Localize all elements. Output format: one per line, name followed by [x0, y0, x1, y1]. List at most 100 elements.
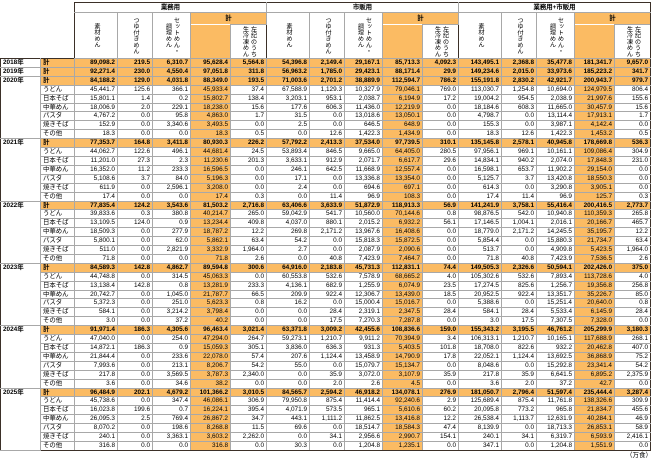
- value-cell: 875.4: [309, 396, 345, 407]
- value-cell: 3.0: [458, 316, 502, 327]
- value-cell: 6,319.7: [536, 432, 575, 442]
- value-cell: 265.0: [230, 209, 267, 220]
- value-cell: 143,495.1: [458, 58, 502, 68]
- value-cell: 63.4: [230, 236, 267, 247]
- table-row: パスタ 5,372.3 0.0 251.0 5,623.3 0.8 16.2 0.0 15,00…: [1, 298, 651, 309]
- value-cell: 16,023.8: [74, 405, 118, 416]
- value-cell: 0.0: [501, 360, 537, 371]
- value-cell: 59,042.9: [266, 209, 310, 220]
- value-cell: 694.6: [344, 182, 383, 193]
- value-cell: 181,050.7: [458, 387, 502, 398]
- value-cell: 0.0: [422, 102, 459, 113]
- value-cell: 30,457.9: [574, 102, 615, 113]
- value-cell: 786.2: [422, 75, 459, 86]
- group-header-row: 業務用 市販用 業務用+市販用: [0, 2, 651, 59]
- value-cell: 277.9: [152, 227, 191, 238]
- value-cell: 0.0: [230, 120, 267, 131]
- value-cell: 75.2: [614, 351, 651, 362]
- value-cell: 0.0: [422, 120, 459, 131]
- value-cell: 3,543.6: [152, 200, 191, 211]
- value-cell: 67,588.9: [266, 84, 310, 95]
- value-cell: 71.8: [74, 253, 118, 264]
- value-cell: 0.0: [266, 378, 310, 389]
- value-cell: 17,913.1: [574, 111, 615, 122]
- value-cell: 142.8: [117, 280, 153, 291]
- value-cell: 0.0: [309, 182, 345, 193]
- value-cell: 74.4: [422, 262, 459, 273]
- value-cell: 13,692.5: [536, 351, 575, 362]
- value-cell: 20,462.8: [574, 343, 615, 353]
- category-label: 焼きそば: [40, 369, 75, 380]
- value-cell: 0.0: [501, 111, 537, 122]
- value-cell: 108,836.6: [382, 325, 423, 336]
- category-label: うどん: [40, 209, 75, 220]
- value-cell: 2.6: [230, 253, 267, 264]
- value-cell: 15,000.4: [344, 298, 383, 309]
- category-label: その他: [40, 129, 75, 140]
- category-label: 計: [40, 66, 75, 77]
- value-cell: 28.4: [422, 307, 459, 318]
- table-row: 2020年計 84,188.2 129.0 4,031.8 88,349.0 193.5 7…: [0, 75, 651, 140]
- value-cell: 2.6: [614, 253, 651, 264]
- value-cell: 240.1: [74, 432, 118, 442]
- value-cell: 4.5: [382, 378, 423, 389]
- value-cell: 542.0: [501, 209, 537, 220]
- value-cell: 7,287.8: [382, 316, 423, 327]
- value-cell: 18,550.3: [574, 173, 615, 184]
- value-cell: 3.6: [458, 378, 502, 389]
- value-cell: 14,245.5: [536, 227, 575, 238]
- value-cell: 124.0: [117, 218, 153, 229]
- value-cell: 39,833.6: [74, 209, 118, 220]
- value-cell: 21,734.7: [574, 236, 615, 247]
- value-cell: 17,848.3: [574, 155, 615, 166]
- total-column-fill: [574, 24, 615, 59]
- value-cell: 653.7: [501, 164, 537, 175]
- value-cell: 2,171.2: [309, 227, 345, 238]
- value-cell: 118,913.3: [382, 200, 423, 211]
- value-cell: 954.5: [501, 93, 537, 104]
- table-row: うどん 47,040.0 0.0 254.0 47,294.0 264.7 59,273.1…: [1, 334, 651, 344]
- value-cell: 3,787.3: [190, 369, 231, 380]
- value-cell: 347.4: [152, 396, 191, 407]
- table-row: パスタ 5,108.6 3.7 84.0 5,196.3 0.0 17.1 0.0 13,336…: [1, 173, 651, 184]
- value-cell: 304.9: [614, 147, 651, 157]
- value-cell: 13,458.9: [344, 351, 383, 362]
- value-cell: 18,713.3: [536, 423, 575, 434]
- value-cell: 1,255.9: [344, 280, 383, 291]
- value-cell: 395.4: [230, 405, 267, 416]
- value-cell: 0.0: [422, 111, 459, 122]
- value-cell: 11,201.0: [74, 155, 118, 166]
- value-cell: 4,071.9: [266, 405, 310, 416]
- value-cell: 47,040.0: [74, 334, 118, 344]
- value-cell: 113,030.7: [458, 84, 502, 95]
- table-row: パスタ 5,800.1 0.0 62.0 5,862.1 63.4 54.2 0.0 15,81…: [1, 236, 651, 247]
- value-cell: 113,728.6: [574, 271, 615, 282]
- value-cell: 125,689.4: [458, 396, 502, 407]
- value-cell: 13,416.8: [382, 414, 423, 425]
- table-row: 焼きそば 240.1 0.0 3,363.1 3,603.2 2,262.0 0.0 34.1…: [1, 432, 651, 442]
- value-cell: 573.5: [309, 405, 345, 416]
- value-cell: 159.0: [422, 325, 459, 336]
- value-cell: 64,405.0: [382, 147, 423, 157]
- value-cell: 2.7: [266, 245, 310, 255]
- value-cell: 0.0: [117, 129, 153, 140]
- value-cell: 15.6: [230, 102, 267, 113]
- value-cell: 0.0: [117, 351, 153, 362]
- value-cell: 0.0: [230, 440, 267, 451]
- value-cell: 15.6: [614, 102, 651, 113]
- value-cell: 45,063.3: [190, 271, 231, 282]
- value-cell: 1,453.2: [574, 129, 615, 140]
- value-cell: 10,327.9: [344, 84, 383, 95]
- value-cell: 0.0: [117, 307, 153, 318]
- value-cell: 0.0: [501, 245, 537, 255]
- value-cell: 636.3: [309, 343, 345, 353]
- value-cell: 3,633.9: [309, 200, 345, 211]
- category-label: 日本そば: [40, 343, 75, 353]
- col-header-frozen: 左記のうち 生冷凍めん: [230, 24, 267, 59]
- value-cell: 109,086.4: [574, 147, 615, 157]
- value-cell: 46,918.2: [344, 387, 383, 398]
- value-cell: 2,090.6: [382, 245, 423, 255]
- value-cell: 34.1: [501, 432, 537, 442]
- value-cell: 6,617.7: [382, 155, 423, 166]
- value-cell: 5,108.6: [74, 173, 118, 184]
